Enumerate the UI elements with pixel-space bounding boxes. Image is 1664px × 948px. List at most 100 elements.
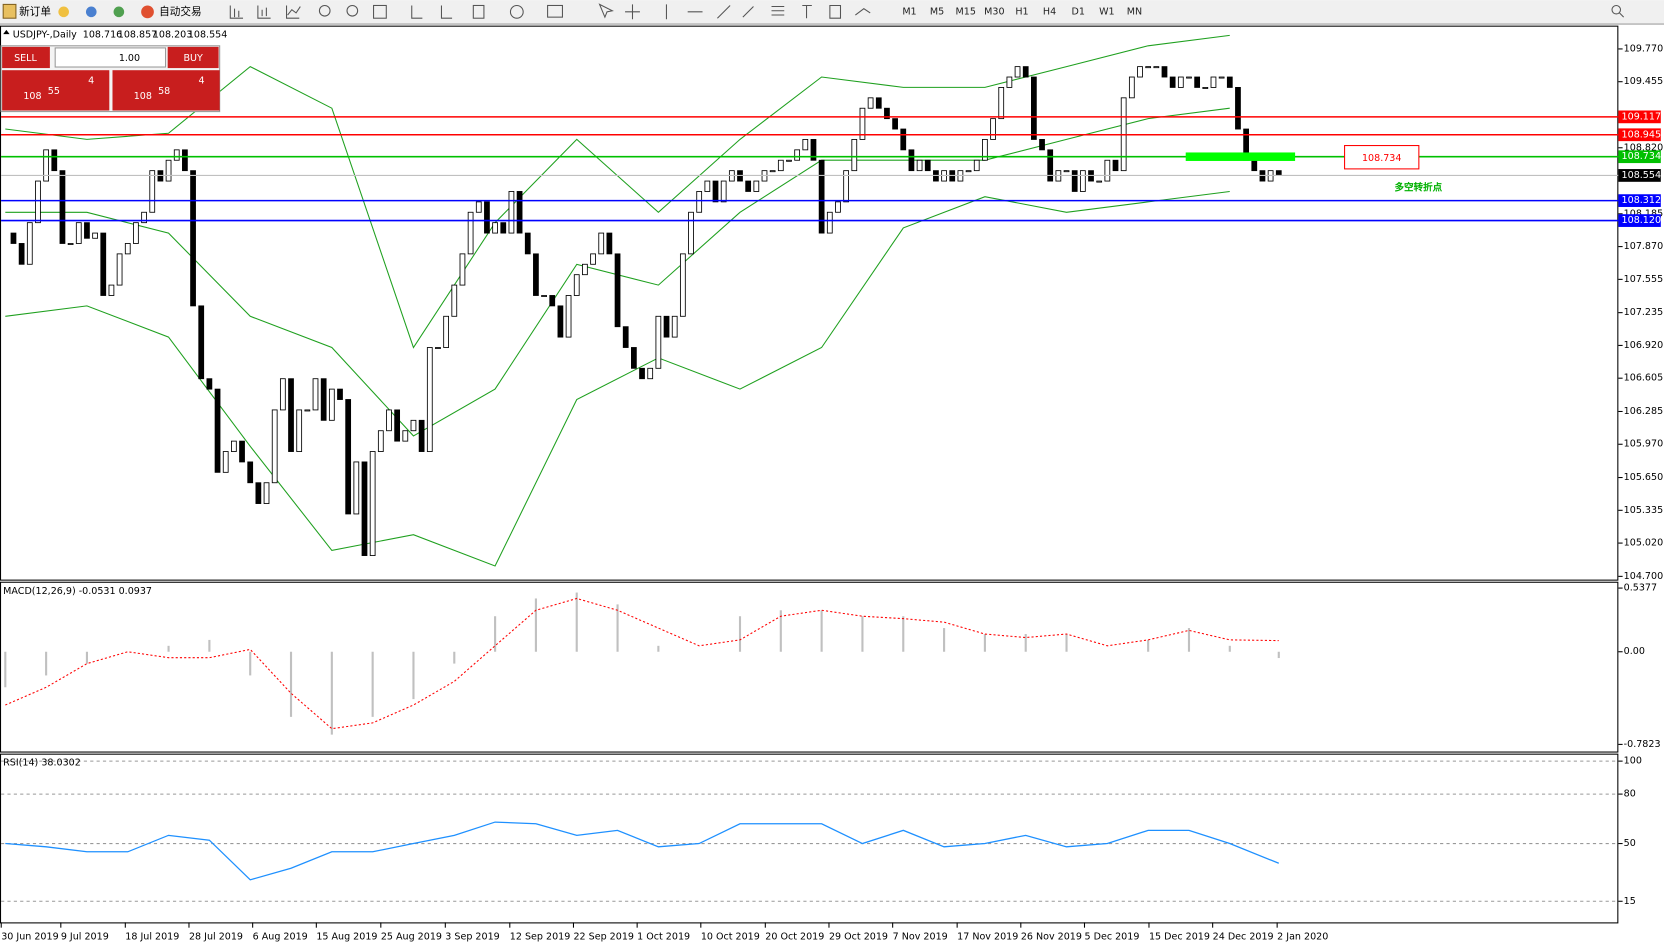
y-tick-label: 106.920 [1624, 340, 1663, 351]
x-tick-label: 15 Dec 2019 [1149, 932, 1210, 943]
candle-body [377, 430, 384, 452]
icon[interactable] [85, 6, 97, 18]
last-price-label: 108.554 [1622, 170, 1661, 181]
macd-title: MACD(12,26,9) -0.0531 0.0937 [3, 586, 152, 597]
buy-prefix[interactable]: 108 [134, 91, 152, 102]
rsi-panel [0, 753, 1619, 924]
candle-body [1104, 159, 1111, 182]
candle-body [467, 211, 474, 255]
candle-body [435, 347, 441, 349]
candle-body [43, 149, 49, 182]
candle-body [720, 180, 727, 203]
icon[interactable] [141, 5, 154, 19]
candle-body [231, 440, 237, 452]
candle-body [1063, 170, 1070, 173]
candle-body [165, 159, 172, 182]
toolbar-icons[interactable] [229, 3, 1625, 20]
new-order-button[interactable]: 新订单 [19, 5, 51, 18]
candle-body [965, 170, 972, 173]
sell-prefix[interactable]: 108 [23, 91, 41, 102]
y-tick-label: 109.455 [1624, 76, 1663, 87]
candle-body [998, 87, 1005, 120]
candle-body [1235, 87, 1241, 130]
y-tick-label: 50 [1624, 838, 1636, 849]
candle-body [639, 367, 645, 380]
timeframe-button[interactable]: M30 [984, 6, 1004, 17]
candle-body [1218, 76, 1225, 79]
candle-body [663, 315, 670, 338]
candle-body [777, 159, 784, 172]
candle-body [353, 461, 360, 515]
candle-body [508, 191, 515, 234]
sell-big[interactable]: 55 [48, 86, 60, 97]
candle-body [712, 180, 719, 203]
candle-body [598, 232, 605, 255]
candle-body [312, 378, 319, 411]
lot-value[interactable]: 1.00 [119, 53, 140, 64]
candle-body [1079, 170, 1086, 192]
y-tick-label: 105.335 [1624, 505, 1663, 516]
candle-body [247, 461, 254, 484]
sell-price[interactable] [2, 70, 110, 111]
x-tick-label: 24 Dec 2019 [1213, 932, 1274, 943]
timeframe-button[interactable]: H4 [1043, 6, 1056, 17]
candle-body [924, 159, 931, 172]
candle-body [337, 388, 343, 400]
level-label: 108.120 [1622, 215, 1661, 226]
candle-body [361, 461, 368, 556]
sell-label[interactable]: SELL [14, 53, 37, 64]
timeframe-button[interactable]: M15 [956, 6, 976, 17]
macd-chart: 0.5377 0.00 -0.7823 [4, 583, 1661, 750]
last-price-box [1618, 169, 1661, 182]
candle-body [549, 295, 556, 307]
candle-body [753, 180, 760, 192]
y-tick-label: 0.5377 [1624, 583, 1657, 594]
candle-body [320, 378, 327, 421]
candle-body [426, 347, 433, 452]
x-tick-label: 18 Jul 2019 [125, 932, 179, 943]
candle-body [631, 347, 637, 369]
timeframe-button[interactable]: M1 [902, 6, 916, 17]
candle-body [67, 243, 74, 245]
sell-button[interactable] [2, 46, 50, 69]
candle-body [655, 315, 662, 369]
candle-body [10, 232, 17, 244]
buy-sup[interactable]: 4 [198, 75, 204, 86]
rsi-line [5, 821, 1280, 881]
annotation: 多空转折点 [1394, 182, 1442, 194]
auto-trade-button[interactable]: 自动交易 [159, 5, 201, 18]
buy-big[interactable]: 58 [158, 86, 170, 97]
lot-input[interactable] [54, 47, 167, 68]
candle-body [84, 222, 90, 239]
timeframe-button[interactable]: M5 [930, 6, 944, 17]
candle-body [516, 191, 523, 234]
candle-body [982, 139, 988, 161]
candle-body [443, 315, 449, 348]
y-tick-label: 105.020 [1624, 538, 1663, 549]
candle-body [100, 232, 107, 296]
icon[interactable] [113, 6, 125, 18]
timeframe-button[interactable]: D1 [1071, 6, 1084, 17]
sell-sup[interactable]: 4 [88, 75, 94, 86]
rsi-chart: 100 80 50 15 30 Jun 2019 9 Jul 2019 18 Jul 201… [0, 756, 1642, 943]
candle-body [369, 451, 376, 556]
candle-body [133, 222, 139, 244]
candle-body [394, 409, 401, 442]
level-box [1618, 150, 1661, 164]
icon[interactable] [58, 6, 69, 18]
candle-body [533, 253, 539, 296]
candle-body [1006, 76, 1013, 88]
timeframe-button[interactable]: MN [1127, 6, 1142, 17]
candle-body [1031, 76, 1037, 140]
buy-button[interactable] [167, 46, 219, 69]
x-tick-label: 7 Nov 2019 [893, 932, 948, 943]
candle-body [647, 367, 654, 380]
buy-price[interactable] [112, 70, 220, 111]
candle-body [1071, 170, 1078, 192]
icon[interactable] [2, 3, 17, 19]
timeframe-button[interactable]: H1 [1015, 6, 1028, 17]
timeframe-button[interactable]: W1 [1099, 6, 1115, 17]
buy-label[interactable]: BUY [183, 53, 203, 64]
y-tick-label: 106.285 [1624, 406, 1663, 417]
